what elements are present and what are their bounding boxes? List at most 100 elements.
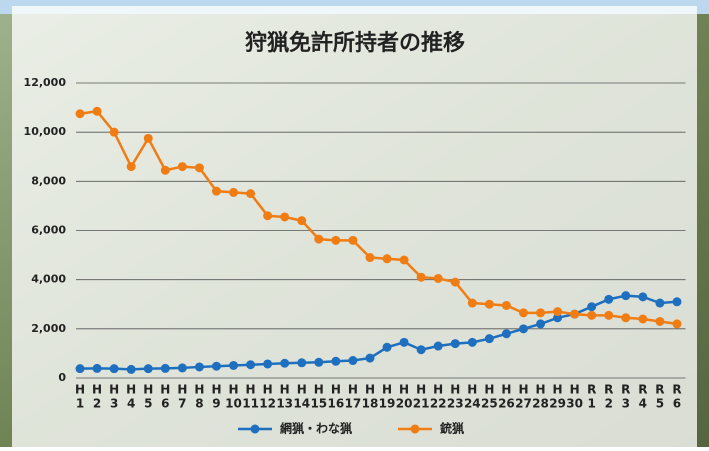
- data-point: [246, 189, 255, 198]
- x-tick-label: 22: [430, 397, 447, 411]
- x-tick-label: 6: [161, 397, 169, 411]
- data-point: [434, 342, 443, 351]
- x-tick-label: 4: [127, 397, 135, 411]
- x-tick-label: H: [518, 383, 528, 397]
- data-point: [263, 359, 272, 368]
- x-tick-label: R: [672, 383, 681, 397]
- data-point: [672, 297, 681, 306]
- x-tick-label: H: [246, 383, 256, 397]
- chart-title: 狩猟免許所持者の推移: [245, 30, 465, 56]
- x-tick-label: 23: [447, 397, 464, 411]
- x-tick-label: H: [450, 383, 460, 397]
- data-point: [127, 162, 136, 171]
- x-tick-label: 2: [93, 397, 101, 411]
- y-tick-label: 8,000: [31, 174, 66, 187]
- data-point: [348, 356, 357, 365]
- data-point: [127, 365, 136, 374]
- x-tick-label: H: [211, 383, 221, 397]
- x-tick-label: 25: [481, 397, 498, 411]
- data-point: [263, 211, 272, 220]
- x-tick-label: 29: [549, 397, 566, 411]
- x-tick-label: 8: [195, 397, 203, 411]
- x-tick-label: 12: [259, 397, 276, 411]
- data-point: [161, 166, 170, 175]
- x-tick-label: 27: [515, 397, 532, 411]
- x-tick-label: 4: [639, 397, 647, 411]
- data-point: [246, 360, 255, 369]
- x-tick-label: H: [92, 383, 102, 397]
- data-point: [587, 311, 596, 320]
- data-point: [383, 343, 392, 352]
- y-tick-label: 6,000: [31, 224, 66, 237]
- data-point: [621, 313, 630, 322]
- x-tick-label: 5: [144, 397, 152, 411]
- x-tick-label: 5: [656, 397, 664, 411]
- x-tick-label: 15: [310, 397, 327, 411]
- x-tick-label: H: [501, 383, 511, 397]
- x-tick-label: H: [570, 383, 580, 397]
- data-point: [93, 364, 102, 373]
- data-point: [195, 362, 204, 371]
- x-tick-label: H: [126, 383, 136, 397]
- x-tick-label: 2: [605, 397, 613, 411]
- x-tick-label: H: [160, 383, 170, 397]
- x-tick-label: 14: [293, 397, 310, 411]
- x-tick-label: H: [399, 383, 409, 397]
- x-tick-label: 19: [379, 397, 396, 411]
- x-tick-label: 30: [566, 397, 583, 411]
- x-tick-label: 24: [464, 397, 481, 411]
- data-point: [229, 188, 238, 197]
- legend-label: 銃猟: [440, 421, 464, 436]
- data-point: [331, 357, 340, 366]
- data-point: [502, 301, 511, 310]
- data-point: [348, 236, 357, 245]
- x-tick-label: H: [433, 383, 443, 397]
- data-point: [76, 364, 85, 373]
- y-tick-label: 0: [58, 371, 66, 384]
- data-point: [110, 128, 119, 137]
- data-point: [212, 362, 221, 371]
- x-tick-label: 13: [276, 397, 293, 411]
- x-tick-label: 10: [225, 397, 242, 411]
- data-point: [604, 295, 613, 304]
- x-tick-label: H: [280, 383, 290, 397]
- data-point: [417, 345, 426, 354]
- x-tick-label: H: [314, 383, 324, 397]
- legend-swatch-dot: [411, 425, 420, 434]
- data-point: [229, 361, 238, 370]
- data-point: [638, 315, 647, 324]
- data-point: [178, 363, 187, 372]
- x-tick-label: 18: [362, 397, 379, 411]
- data-point: [570, 310, 579, 319]
- y-tick-label: 10,000: [24, 125, 67, 138]
- x-tick-label: R: [621, 383, 630, 397]
- data-point: [400, 338, 409, 347]
- data-point: [638, 292, 647, 301]
- data-point: [536, 319, 545, 328]
- x-tick-label: H: [331, 383, 341, 397]
- data-point: [110, 364, 119, 373]
- data-point: [297, 216, 306, 225]
- data-point: [604, 311, 613, 320]
- data-point: [144, 364, 153, 373]
- data-point: [519, 324, 528, 333]
- data-point: [178, 162, 187, 171]
- x-tick-label: H: [297, 383, 307, 397]
- x-tick-label: H: [263, 383, 273, 397]
- data-point: [383, 254, 392, 263]
- x-tick-label: H: [536, 383, 546, 397]
- x-tick-label: 16: [328, 397, 345, 411]
- legend-swatch-dot: [251, 425, 260, 434]
- data-point: [655, 299, 664, 308]
- x-tick-label: 20: [396, 397, 413, 411]
- data-point: [485, 334, 494, 343]
- x-tick-label: 26: [498, 397, 515, 411]
- x-tick-label: H: [484, 383, 494, 397]
- data-point: [331, 236, 340, 245]
- data-point: [280, 212, 289, 221]
- x-tick-label: 1: [76, 397, 84, 411]
- x-tick-label: 17: [345, 397, 362, 411]
- x-tick-label: R: [587, 383, 596, 397]
- data-point: [212, 187, 221, 196]
- data-point: [400, 256, 409, 265]
